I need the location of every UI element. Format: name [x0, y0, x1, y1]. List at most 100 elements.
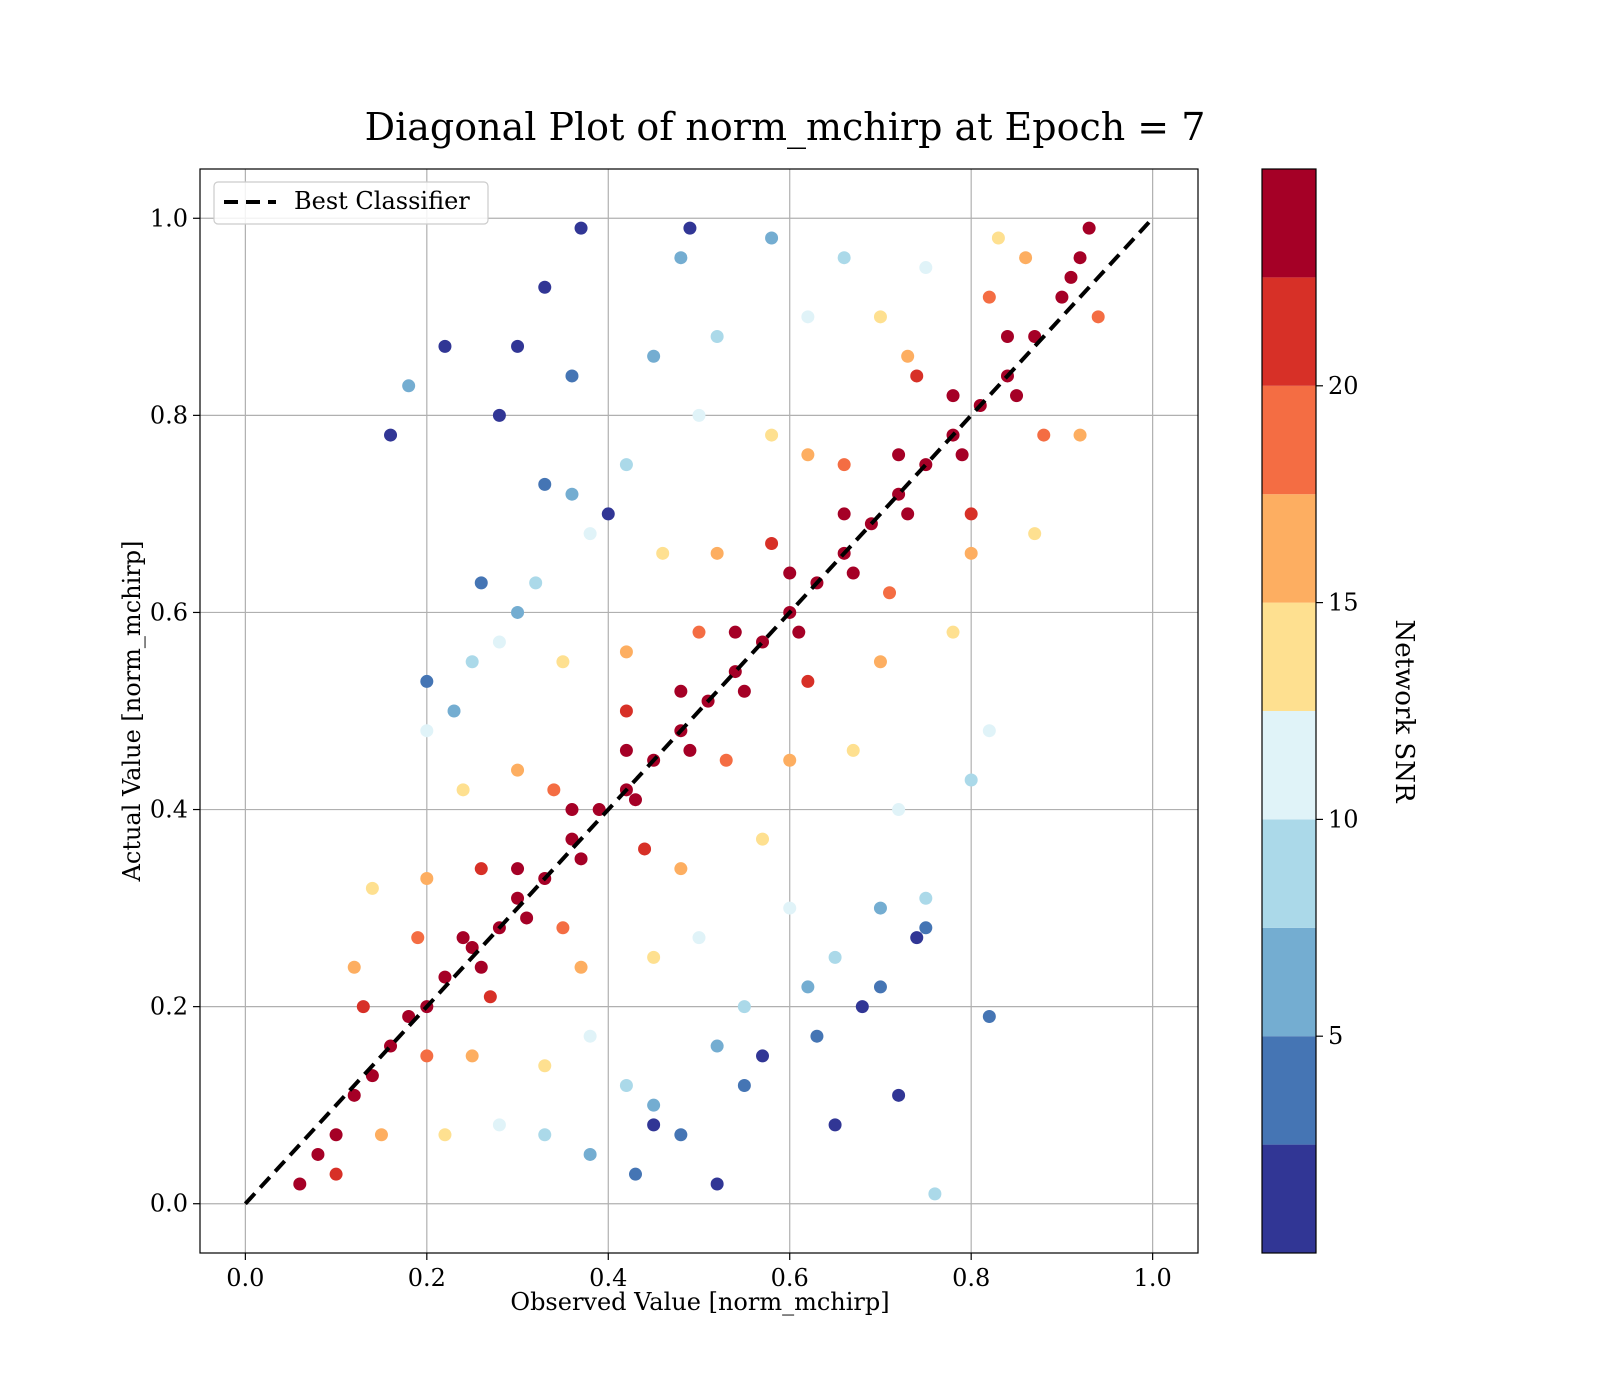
data-point: [483, 990, 497, 1004]
data-point: [964, 773, 978, 787]
data-point: [710, 1177, 724, 1191]
data-point: [592, 803, 606, 817]
data-point: [402, 379, 416, 393]
data-point: [311, 1147, 325, 1161]
data-point: [674, 862, 688, 876]
data-point: [765, 536, 779, 550]
data-point: [801, 310, 815, 324]
x-tick-label: 1.0: [1134, 1264, 1172, 1292]
data-point: [756, 1049, 770, 1063]
data-point: [683, 743, 697, 757]
data-point: [402, 1009, 416, 1023]
data-point: [411, 931, 425, 945]
data-point: [438, 1128, 452, 1142]
data-point: [511, 605, 525, 619]
data-point: [692, 931, 706, 945]
plot-area: 0.0 0.2 0.4 0.6 0.8 1.0 0.0 0.2 0.4 0.6 0.8 1.0: [150, 168, 1199, 1292]
data-point: [982, 1009, 996, 1023]
data-point: [928, 1187, 942, 1201]
data-point: [628, 793, 642, 807]
data-point: [365, 1069, 379, 1083]
data-point: [946, 625, 960, 639]
data-point: [801, 980, 815, 994]
data-point: [474, 576, 488, 590]
data-point: [647, 1118, 661, 1132]
x-tick-label: 0.6: [771, 1264, 809, 1292]
data-point: [765, 231, 779, 245]
data-point: [583, 1147, 597, 1161]
data-point: [456, 783, 470, 797]
data-point: [628, 1167, 642, 1181]
colorbar-tick-label: 15: [1328, 589, 1359, 617]
data-point: [683, 221, 697, 235]
y-axis-ticks: 0.0 0.2 0.4 0.6 0.8 1.0: [150, 204, 200, 1218]
data-point: [901, 507, 915, 521]
data-point: [565, 832, 579, 846]
y-axis-label: Actual Value [norm_mchirp]: [118, 541, 146, 883]
data-point: [619, 645, 633, 659]
data-point: [511, 862, 525, 876]
data-point: [846, 743, 860, 757]
data-point: [511, 763, 525, 777]
y-tick-label: 1.0: [150, 204, 188, 232]
x-tick-label: 0.4: [589, 1264, 627, 1292]
data-point: [873, 310, 887, 324]
data-point: [783, 901, 797, 915]
data-point: [329, 1167, 343, 1181]
data-point: [982, 290, 996, 304]
data-point: [465, 655, 479, 669]
data-point: [991, 231, 1005, 245]
data-point: [438, 339, 452, 353]
data-point: [347, 960, 361, 974]
colorbar-tick-label: 5: [1328, 1022, 1343, 1050]
data-point: [946, 389, 960, 403]
data-point: [674, 251, 688, 265]
data-point: [692, 625, 706, 639]
data-point: [1073, 251, 1087, 265]
data-point: [710, 330, 724, 344]
data-point: [892, 803, 906, 817]
data-point: [574, 221, 588, 235]
data-point: [565, 487, 579, 501]
data-point: [982, 724, 996, 738]
data-point: [520, 911, 534, 925]
data-point: [892, 448, 906, 462]
data-point: [492, 1118, 506, 1132]
data-point: [692, 408, 706, 422]
data-point: [656, 546, 670, 560]
data-point: [511, 339, 525, 353]
data-point: [492, 635, 506, 649]
data-point: [919, 921, 933, 935]
data-point: [1010, 389, 1024, 403]
colorbar-bin: [1262, 494, 1316, 603]
data-point: [420, 1049, 434, 1063]
data-point: [674, 1128, 688, 1142]
data-point: [574, 852, 588, 866]
data-point: [801, 674, 815, 688]
data-point: [538, 477, 552, 491]
colorbar-ticks: 5 10 15 20: [1316, 372, 1359, 1050]
data-point: [619, 704, 633, 718]
data-point: [910, 931, 924, 945]
data-point: [737, 1000, 751, 1014]
data-point: [1064, 270, 1078, 284]
data-point: [837, 251, 851, 265]
x-tick-label: 0.2: [408, 1264, 446, 1292]
data-point: [955, 448, 969, 462]
data-point: [420, 724, 434, 738]
legend-label: Best Classifier: [294, 187, 470, 215]
data-point: [565, 803, 579, 817]
data-point: [883, 586, 897, 600]
data-point: [438, 970, 452, 984]
data-point: [492, 408, 506, 422]
colorbar-bin: [1262, 927, 1316, 1037]
data-point: [474, 960, 488, 974]
data-point: [810, 1029, 824, 1043]
data-point: [873, 901, 887, 915]
legend[interactable]: Best Classifier: [213, 181, 489, 225]
colorbar-tick-label: 10: [1328, 805, 1359, 833]
colorbar-frame: [1261, 168, 1317, 1254]
colorbar-label: Network SNR: [1389, 619, 1419, 804]
data-point: [456, 931, 470, 945]
data-point: [447, 704, 461, 718]
